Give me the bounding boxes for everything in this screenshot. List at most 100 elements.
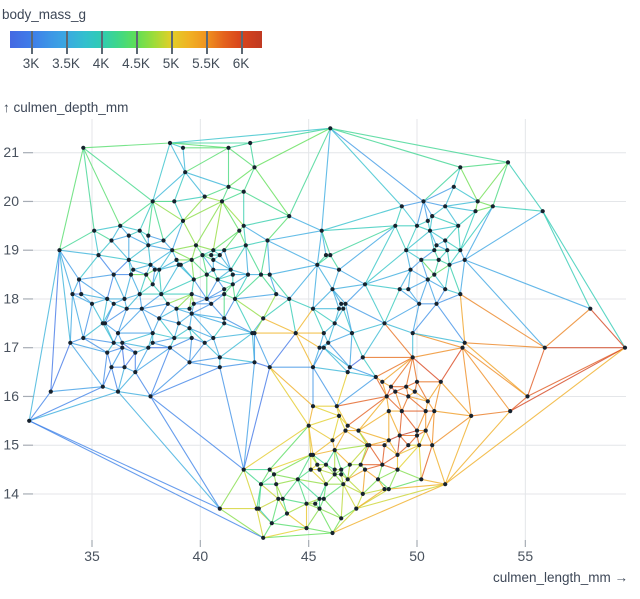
data-point [128,272,134,277]
mesh-edge [444,205,477,212]
mesh-edge [420,259,435,276]
mesh-edge [158,264,180,271]
mesh-edge [271,498,279,524]
data-point [475,199,480,204]
data-point [412,389,417,394]
mesh-edge [102,366,113,388]
mesh-edge [457,225,461,251]
mesh-edge [134,347,149,373]
mesh-edge [121,342,136,354]
mesh-edge [344,303,353,334]
mesh-edge [102,352,108,388]
data-point [380,462,385,467]
data-point [347,462,352,467]
mesh-edge [191,259,208,276]
mesh-edge [58,249,71,344]
data-point [443,204,448,209]
data-point [269,521,274,526]
mesh-edge [219,366,245,471]
mesh-edge [357,410,390,432]
mesh-edge [223,317,253,334]
data-point [425,218,430,223]
mesh-edge [28,249,61,422]
mesh-edge [388,469,399,490]
data-point [133,350,138,355]
mesh-edge [364,283,386,324]
mesh-edge [113,274,126,300]
mesh-edge [457,210,477,227]
mesh-edge [50,342,71,393]
mesh-edge [396,444,420,456]
data-point [588,306,593,311]
mesh-edge [312,405,340,417]
data-point [161,238,166,243]
data-point [332,472,337,477]
data-point [105,350,110,355]
mesh-edge [243,469,262,485]
mesh-edge [448,249,461,266]
mesh-edge [104,308,128,324]
mesh-edge [418,278,429,305]
mesh-edge [507,161,544,212]
mesh-edge [188,327,214,339]
data-point [397,433,402,438]
data-point [222,287,227,292]
mesh-edge [260,239,269,276]
mesh-edge [338,415,349,427]
mesh-edge [347,478,364,495]
mesh-edge [321,230,327,256]
data-point [414,379,420,384]
mesh-edge [459,166,479,202]
mesh-edge [188,342,206,363]
mesh-edge [347,464,351,480]
mesh-edge [147,244,152,266]
mesh-edge [50,386,104,393]
mesh-edge [102,386,119,393]
mesh-edge [316,230,323,266]
data-point [384,394,389,399]
data-point [204,296,209,301]
mesh-edge [308,405,314,427]
mesh-edge [329,127,509,163]
mesh-edge [399,434,409,446]
mesh-edge [331,288,340,310]
mesh-edge [305,508,321,529]
mesh-edge [28,391,52,422]
mesh-edge [152,142,171,202]
mesh-edge [425,410,435,432]
data-point [189,257,194,262]
mesh-edge [149,347,171,397]
data-point [217,365,222,370]
mesh-edge [175,308,180,324]
data-point [146,345,151,350]
mesh-edge [275,483,284,500]
data-point [388,384,394,389]
mesh-edge [364,225,396,285]
data-point [347,365,352,370]
legend-tick-mark [206,31,208,54]
data-point [397,287,402,292]
mesh-edge [104,322,115,344]
data-point [328,253,333,258]
mesh-edge [427,278,446,290]
data-point [356,428,361,433]
mesh-edge [464,342,546,349]
mesh-edge [117,308,128,334]
mesh-edge [212,332,253,339]
mesh-edge [269,332,297,368]
data-point [187,326,192,331]
data-point [276,496,281,501]
mesh-edge [297,478,327,485]
mesh-edge [444,200,479,207]
mesh-edge [243,166,256,193]
mesh-edge [141,303,169,310]
mesh-edge [243,191,290,217]
data-point [469,413,474,418]
data-point [339,301,344,306]
mesh-edge [331,483,446,534]
mesh-edge [258,498,279,510]
mesh-edge [433,264,451,276]
data-point [349,331,355,336]
y-tick-label: 20 [3,193,19,209]
mesh-edge [351,332,364,358]
